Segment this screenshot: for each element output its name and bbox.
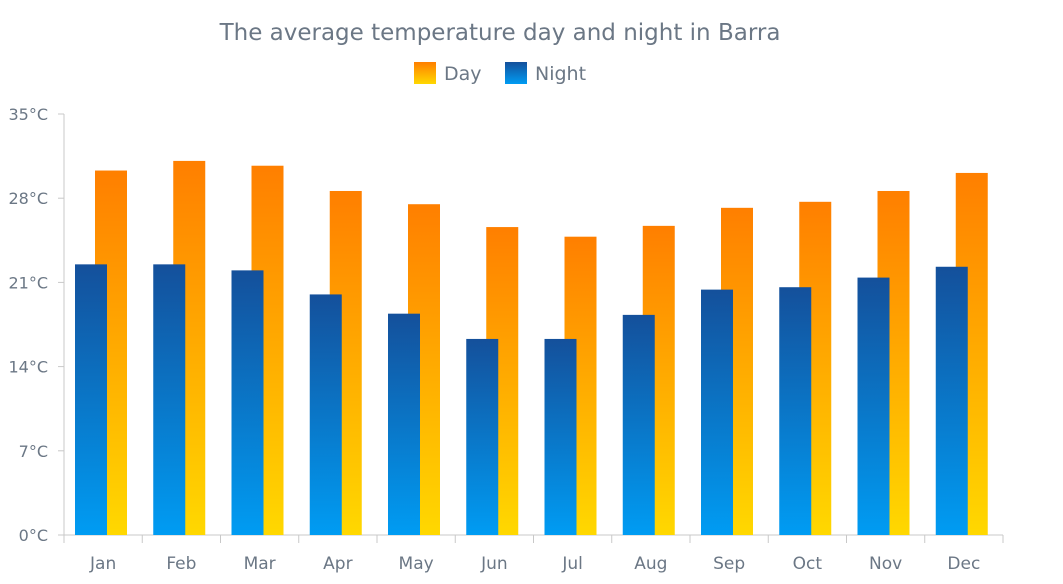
y-tick-label: 21°C [8, 273, 48, 292]
legend-item-day[interactable]: Day [414, 62, 482, 85]
x-tick-label: Jul [561, 554, 583, 574]
y-tick-label: 35°C [8, 105, 48, 124]
legend-item-night[interactable]: Night [505, 62, 586, 85]
bar-night-dec[interactable] [935, 266, 968, 535]
x-tick-label: Mar [244, 554, 276, 574]
bar-night-feb[interactable] [153, 264, 186, 535]
bar-night-apr[interactable] [309, 294, 342, 535]
y-tick-label: 28°C [8, 189, 48, 208]
bar-night-jul[interactable] [544, 338, 577, 535]
y-axis: 0°C 7°C 14°C 21°C 28°C 35°C [8, 105, 65, 545]
chart-title: The average temperature day and night in… [219, 20, 781, 46]
legend-swatch-night [505, 62, 527, 84]
bar-night-nov[interactable] [857, 277, 890, 535]
bar-night-sep[interactable] [701, 289, 733, 535]
y-tick-label: 7°C [19, 442, 48, 461]
x-tick-label: Jun [480, 554, 508, 574]
x-tick-label: Apr [323, 554, 352, 574]
bars-group [75, 160, 988, 536]
bar-night-mar[interactable] [231, 270, 264, 535]
x-tick-label: Dec [947, 554, 980, 574]
y-tick-label: 0°C [19, 526, 48, 545]
bar-night-jan[interactable] [75, 264, 107, 535]
x-tick-label: Jan [89, 554, 116, 574]
x-tick-label: Oct [793, 554, 823, 574]
bar-night-jun[interactable] [466, 338, 499, 535]
legend-label-day: Day [444, 63, 482, 85]
x-tick-label: Feb [166, 554, 196, 574]
x-tick-label: Aug [634, 554, 667, 574]
chart-legend: Day Night [414, 62, 586, 85]
x-axis: Jan Feb Mar Apr May Jun Jul Aug Sep Oct Nov Dec [63, 534, 1004, 574]
legend-swatch-day [414, 62, 436, 84]
x-tick-label: Sep [713, 554, 745, 574]
x-tick-label: Nov [869, 554, 902, 574]
legend-label-night: Night [535, 63, 586, 85]
bar-night-may[interactable] [388, 313, 420, 535]
y-tick-label: 14°C [8, 358, 48, 377]
bar-night-oct[interactable] [779, 287, 812, 535]
bar-night-aug[interactable] [622, 314, 655, 535]
x-tick-label: May [399, 554, 434, 574]
